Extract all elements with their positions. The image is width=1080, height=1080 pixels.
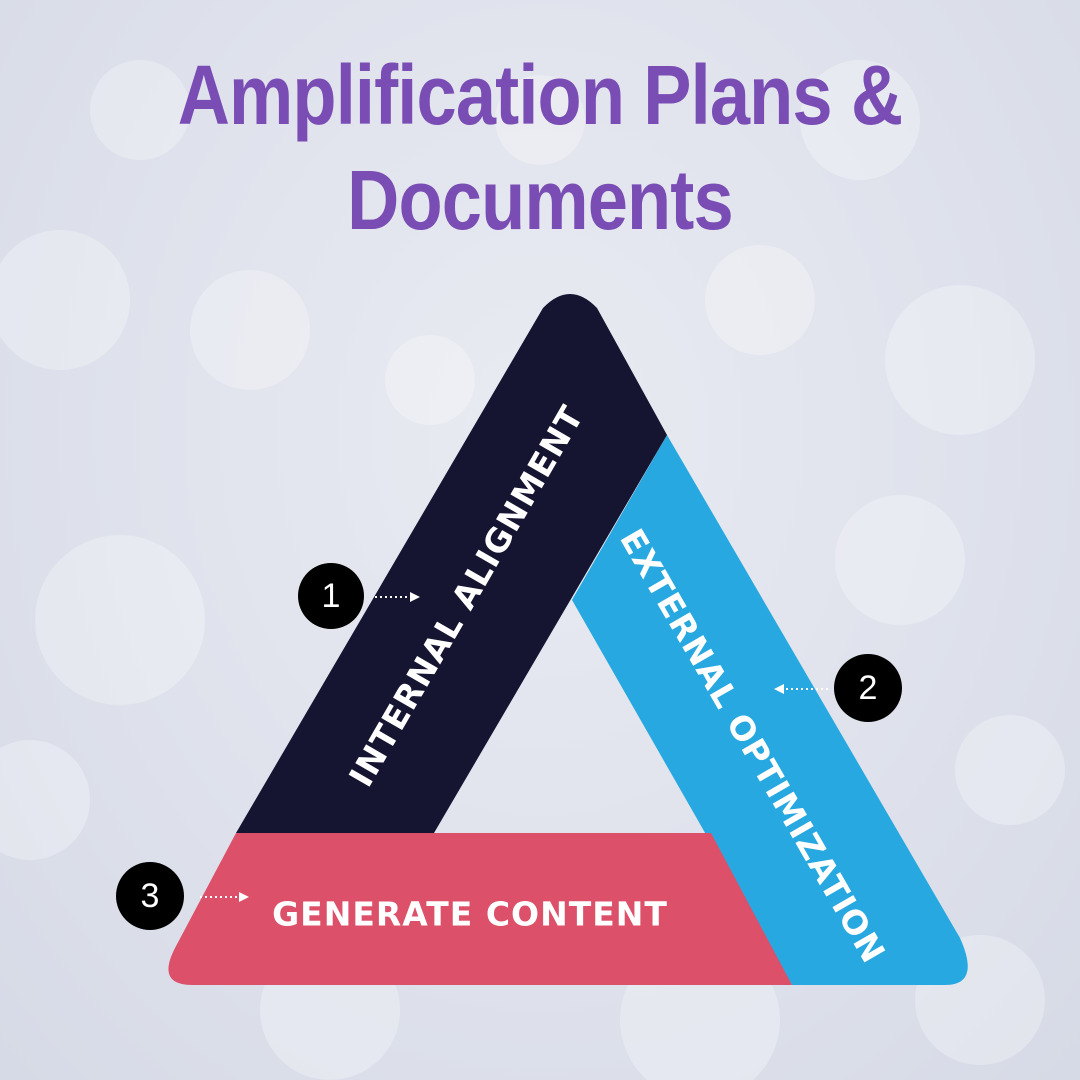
bokeh-circle [35,535,205,705]
bokeh-circle [705,245,815,355]
label-generate-content: GENERATE CONTENT [272,895,668,934]
marker-2: 2 [774,654,902,722]
marker-1-number: 1 [322,577,341,615]
title-line-1: Amplification Plans & [177,48,903,142]
segment-internal-alignment [236,294,667,833]
title-line-2: Documents [347,153,733,247]
bokeh-circle [495,75,585,165]
marker-3-circle [116,862,184,930]
bokeh-circle [90,60,190,160]
marker-3: 3 [116,862,249,930]
marker-1-circle [298,563,364,629]
bokeh-circle [800,60,920,180]
marker-2-number: 2 [859,669,878,707]
segment-external-optimization [572,435,968,985]
bokeh-circle [835,495,965,625]
marker-2-circle [834,654,902,722]
bokeh-circle [385,335,475,425]
marker-1: 1 [298,563,420,629]
marker-3-number: 3 [141,877,160,915]
bokeh-circle [955,715,1065,825]
segment-generate-content [168,833,792,985]
bokeh-circle [885,285,1035,435]
bokeh-circle [0,230,130,370]
bokeh-circle [190,270,310,390]
